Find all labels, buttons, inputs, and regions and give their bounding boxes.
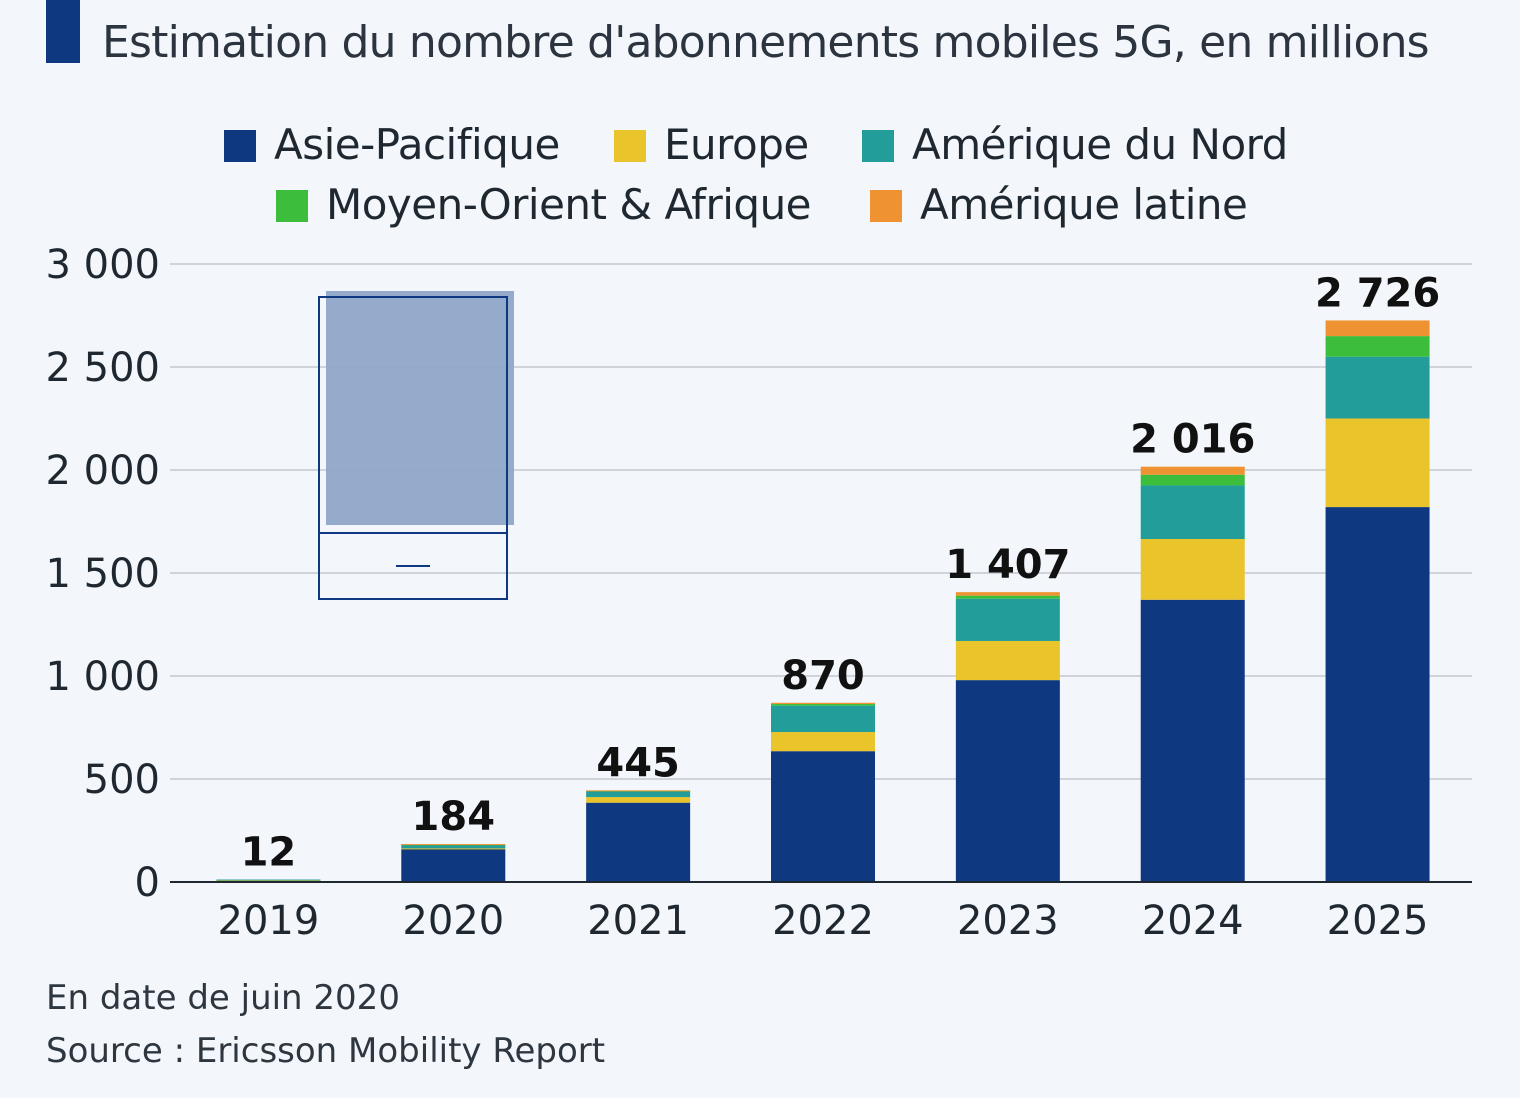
y-tick-label: 1 500 xyxy=(45,551,160,597)
bar-segment xyxy=(955,680,1060,882)
x-tick-label: 2021 xyxy=(587,898,689,944)
legend-swatch xyxy=(862,130,894,162)
bar-segment xyxy=(771,704,875,706)
x-tick-label: 2019 xyxy=(218,898,320,944)
bar-total-label: 184 xyxy=(412,794,496,840)
x-tick-label: 2023 xyxy=(957,898,1059,944)
bar-segment xyxy=(586,802,691,882)
bar-segment xyxy=(955,598,1060,641)
bar-segment xyxy=(1140,599,1245,882)
bar-segment xyxy=(1325,356,1430,419)
bar-total-label: 12 xyxy=(241,830,297,876)
bar-segment xyxy=(1140,474,1245,486)
footnote: En date de juin 2020 xyxy=(46,978,400,1018)
bar-segment xyxy=(401,844,506,846)
stacked-bar-chart: 0 500 1 000 1 500 2 000 2 500 3 000 12 184 445 87… xyxy=(45,242,1472,944)
legend-label: Amérique du Nord xyxy=(912,120,1288,169)
bar-segment xyxy=(401,848,506,850)
total-labels: 12 184 445 870 1 407 2 016 2 726 xyxy=(241,270,1441,875)
bar-segment xyxy=(955,595,1060,599)
bar-segment xyxy=(771,702,875,705)
legend-label: Europe xyxy=(664,120,809,169)
title-marker xyxy=(46,0,80,63)
bar-segment xyxy=(955,592,1060,596)
bar-segment xyxy=(586,797,691,803)
bar-segment xyxy=(955,640,1060,681)
y-tick-label: 2 500 xyxy=(45,345,160,391)
legend-label: Amérique latine xyxy=(920,180,1248,229)
bar-segment xyxy=(216,880,321,882)
overlay-box-outline xyxy=(318,296,508,600)
y-axis-ticks: 0 500 1 000 1 500 2 000 2 500 3 000 xyxy=(45,242,160,906)
bar-segment xyxy=(1325,418,1430,508)
bar-total-label: 2 726 xyxy=(1315,270,1440,316)
y-tick-label: 500 xyxy=(84,757,160,803)
bars xyxy=(216,320,1430,882)
bar-segment xyxy=(1140,539,1245,600)
bar-segment xyxy=(586,790,691,798)
x-axis-ticks: 2019 2020 2021 2022 2023 2024 2025 xyxy=(218,898,1429,944)
y-tick-label: 1 000 xyxy=(45,654,160,700)
bar-segment xyxy=(401,844,506,849)
bar-segment xyxy=(1325,320,1430,337)
bar-segment xyxy=(771,751,875,882)
bar-segment xyxy=(1140,485,1245,540)
bar-segment xyxy=(216,879,321,881)
x-tick-label: 2022 xyxy=(772,898,874,944)
y-tick-label: 0 xyxy=(135,860,160,906)
bar-segment xyxy=(771,705,875,733)
overlay-box xyxy=(318,291,514,600)
bar-segment xyxy=(1140,466,1245,475)
bar-segment xyxy=(586,790,691,792)
legend-swatch xyxy=(614,130,646,162)
source-note: Source : Ericsson Mobility Report xyxy=(46,1031,606,1071)
chart-title: Estimation du nombre d'abonnements mobil… xyxy=(102,17,1430,68)
bar-segment xyxy=(401,849,506,882)
y-tick-label: 3 000 xyxy=(45,242,160,288)
y-tick-label: 2 000 xyxy=(45,448,160,494)
bar-segment xyxy=(1325,336,1430,357)
x-tick-label: 2025 xyxy=(1327,898,1429,944)
overlay-box-fill xyxy=(326,291,514,525)
legend-swatch xyxy=(224,130,256,162)
legend-label: Asie-Pacifique xyxy=(274,120,560,169)
bar-total-label: 2 016 xyxy=(1130,417,1255,463)
bar-total-label: 1 407 xyxy=(945,542,1070,588)
x-tick-label: 2024 xyxy=(1142,898,1244,944)
legend-swatch xyxy=(276,190,308,222)
bar-total-label: 870 xyxy=(781,653,865,699)
bar-total-label: 445 xyxy=(596,740,680,786)
bar-segment xyxy=(771,732,875,752)
legend-label: Moyen-Orient & Afrique xyxy=(326,180,812,229)
legend-swatch xyxy=(870,190,902,222)
x-tick-label: 2020 xyxy=(402,898,504,944)
bar-segment xyxy=(1325,507,1430,882)
